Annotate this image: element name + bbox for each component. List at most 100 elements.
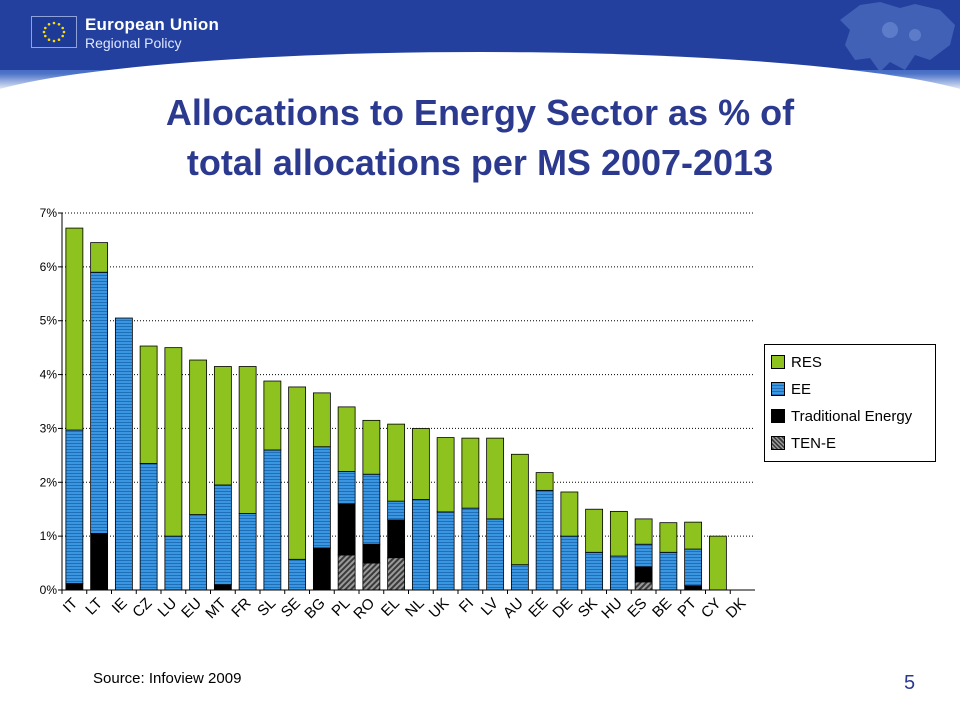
bar-segment-res-lt <box>90 242 109 273</box>
bar-segment-ee-au <box>510 564 529 591</box>
bar-segment-res-eu <box>189 359 208 516</box>
page-number: 5 <box>904 672 916 694</box>
x-tick-label-sl: SL <box>254 595 279 620</box>
bar-segment-res-sl <box>263 380 282 451</box>
bar-segment-res-bg <box>312 392 331 448</box>
bar-segment-ee-es <box>634 543 653 568</box>
bar-segment-ee-lt <box>90 271 109 534</box>
bar-segment-traditional-energy-pl <box>337 503 356 556</box>
y-tick-label: 3% <box>40 421 58 435</box>
bar-segment-ee-uk <box>436 511 455 591</box>
legend-swatch <box>771 409 785 423</box>
chart-legend: RES EE Traditional Energy TEN-E <box>764 344 936 462</box>
bar-segment-ee-lu <box>164 535 183 591</box>
europe-map-icon <box>840 2 955 72</box>
bar-segment-res-cy <box>708 535 727 591</box>
x-tick-label-lt: LT <box>82 595 106 619</box>
x-tick-label-au: AU <box>500 595 527 622</box>
bar-segment-ten-e-ro <box>362 562 381 591</box>
legend-label: EE <box>791 380 812 398</box>
y-tick-label: 1% <box>40 529 58 543</box>
bar-segment-ee-eu <box>189 514 208 591</box>
brand-subtitle: Regional Policy <box>85 35 182 51</box>
bar-segment-ee-it <box>65 429 84 584</box>
bar-segment-ten-e-el <box>387 557 406 591</box>
bar-segment-res-nl <box>411 428 430 500</box>
x-tick-label-ro: RO <box>350 595 378 623</box>
x-tick-label-fi: FI <box>456 595 477 616</box>
y-tick-label: 4% <box>40 368 58 382</box>
legend-label: RES <box>791 353 822 371</box>
bar-segment-res-sk <box>585 508 604 553</box>
x-tick-label-de: DE <box>549 595 576 622</box>
bar-segment-ee-ie <box>114 317 133 591</box>
bar-segment-res-uk <box>436 437 455 513</box>
legend-label: Traditional Energy <box>791 407 913 425</box>
bar-segment-res-es <box>634 518 653 545</box>
bar-segment-traditional-energy-es <box>634 566 653 583</box>
x-tick-label-ee: EE <box>525 595 551 621</box>
bar-segment-traditional-energy-el <box>387 519 406 559</box>
bar-segment-traditional-energy-it <box>65 583 84 591</box>
x-tick-label-el: EL <box>378 595 403 620</box>
bar-segment-ee-sl <box>263 449 282 591</box>
x-tick-label-sk: SK <box>575 595 601 621</box>
bar-segment-ee-mt <box>213 484 232 586</box>
bar-segment-res-se <box>288 386 307 560</box>
legend-item-ten-e: TEN-E <box>771 432 836 454</box>
x-tick-label-lu: LU <box>155 595 181 621</box>
y-tick-label: 2% <box>40 475 58 489</box>
bar-segment-ee-se <box>288 558 307 591</box>
bar-segment-ee-pl <box>337 471 356 505</box>
bar-segment-res-ro <box>362 419 381 475</box>
bar-segment-ee-bg <box>312 446 331 549</box>
bar-segment-ee-el <box>387 500 406 521</box>
x-tick-label-eu: EU <box>178 595 205 622</box>
x-tick-label-it: IT <box>60 595 81 616</box>
bar-segment-res-fi <box>461 437 480 509</box>
bar-segment-ee-cz <box>139 463 158 591</box>
bar-segment-res-de <box>560 491 579 537</box>
x-tick-label-uk: UK <box>426 595 453 622</box>
bar-segment-res-mt <box>213 366 232 486</box>
y-tick-label: 6% <box>40 260 58 274</box>
y-tick-label: 0% <box>40 583 58 597</box>
legend-swatch <box>771 436 785 450</box>
bar-segment-res-hu <box>609 510 628 557</box>
bar-segment-ee-pt <box>684 548 703 587</box>
x-tick-label-nl: NL <box>402 595 428 621</box>
bar-segment-res-au <box>510 453 529 566</box>
bar-segment-traditional-energy-pt <box>684 585 703 591</box>
x-tick-label-es: ES <box>624 595 650 621</box>
x-tick-label-ie: IE <box>109 595 131 617</box>
y-tick-label: 7% <box>40 206 58 220</box>
x-tick-label-cy: CY <box>698 595 725 622</box>
bar-segment-traditional-energy-bg <box>312 547 331 591</box>
chart-title: Allocations to Energy Sector as % of tota… <box>165 92 795 183</box>
bar-segment-res-el <box>387 423 406 502</box>
bar-segment-ee-nl <box>411 499 430 591</box>
bar-segment-ten-e-es <box>634 581 653 591</box>
x-tick-label-hu: HU <box>598 595 625 622</box>
legend-swatch <box>771 382 785 396</box>
bar-segment-ee-be <box>659 551 678 591</box>
bar-segment-ten-e-pl <box>337 554 356 591</box>
bar-segment-res-pl <box>337 406 356 472</box>
eu-flag-icon <box>31 16 77 48</box>
legend-swatch <box>771 355 785 369</box>
bar-segment-traditional-energy-mt <box>213 584 232 591</box>
source-note: Source: Infoview 2009 <box>93 670 242 687</box>
bar-segment-ee-de <box>560 535 579 591</box>
bar-segment-res-be <box>659 522 678 553</box>
bar-segment-res-fr <box>238 366 257 514</box>
x-tick-label-be: BE <box>649 595 675 621</box>
x-tick-label-cz: CZ <box>129 595 155 621</box>
x-tick-label-pl: PL <box>328 595 353 620</box>
bar-segment-res-pt <box>684 521 703 550</box>
bar-segment-ee-fr <box>238 513 257 591</box>
legend-item-res: RES <box>771 351 822 373</box>
y-tick-label: 5% <box>40 314 58 328</box>
legend-item-traditional-energy: Traditional Energy <box>771 405 912 427</box>
x-tick-label-se: SE <box>278 595 304 621</box>
